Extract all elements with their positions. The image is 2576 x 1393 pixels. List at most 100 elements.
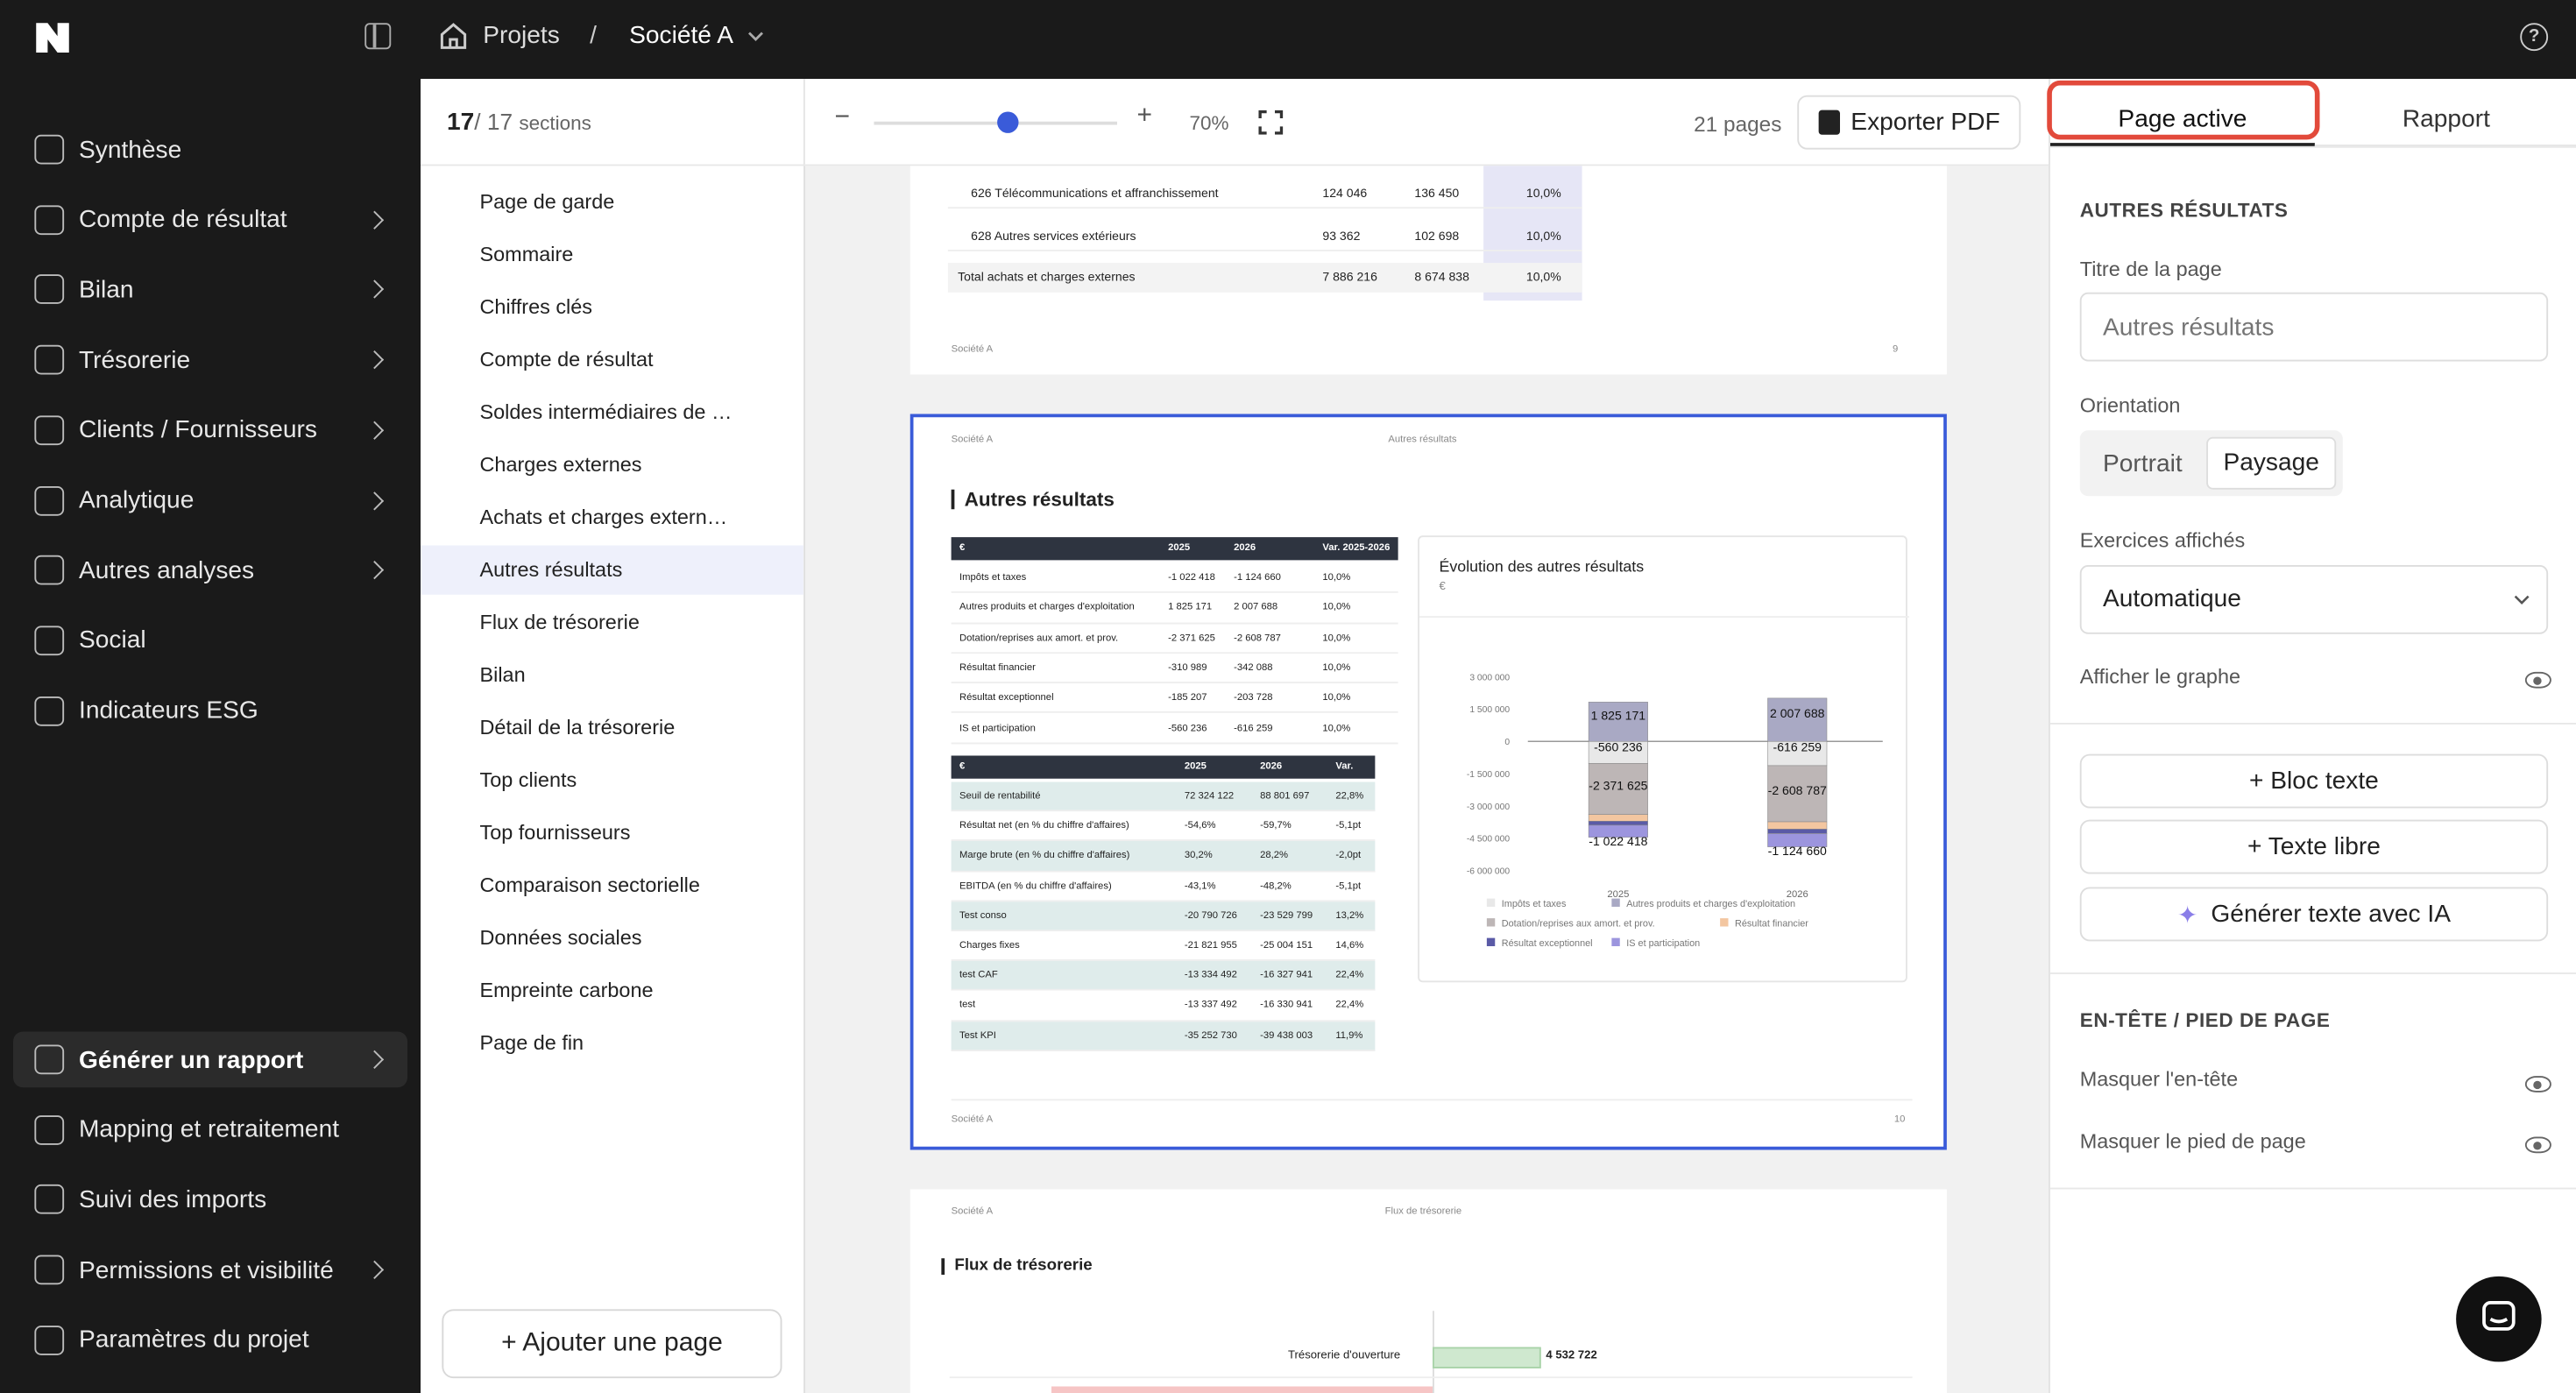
header-footer-heading: EN-TÊTE / PIED DE PAGE [2079,1008,2331,1032]
data-label: 1 825 171 [1591,709,1646,723]
section-item[interactable]: Détail de la trésorerie [479,716,676,739]
table-cell: -23 529 799 [1260,911,1313,922]
zoom-slider-handle[interactable] [996,111,1019,133]
tab-page-active[interactable]: Page active [2050,92,2315,146]
app-logo-icon[interactable] [33,20,73,56]
chevron-right-icon [364,210,385,230]
exercices-select[interactable]: Automatique [2079,565,2549,634]
sidebar-item-5[interactable]: Analytique [13,472,407,528]
page-11[interactable]: Société A Flux de trésorerie Flux de tré… [909,1189,1947,1393]
section-item[interactable]: Soldes intermédiaires de … [479,400,732,424]
section-item[interactable]: Chiffres clés [479,295,593,319]
section-item[interactable]: Charges externes [479,453,642,477]
page9-footer-left: Société A [951,344,994,355]
legend-swatch [1486,898,1496,907]
table-cell: -48,2% [1260,881,1292,892]
section-item[interactable]: Flux de trésorerie [479,611,640,634]
table-cell: 10,0% [1322,633,1351,644]
add-free-text-button[interactable]: + Texte libre [2079,819,2549,874]
sidebar-item-0[interactable]: Générer un rapport [13,1031,407,1088]
section-item[interactable]: Top fournisseurs [479,821,631,845]
sidebar-item-3[interactable]: Trésorerie [13,332,407,388]
section-heading: AUTRES RÉSULTATS [2079,198,2289,223]
sidebar-item-2[interactable]: Bilan [13,262,407,318]
table-cell: 10,0% [1322,723,1351,734]
section-item[interactable]: Compte de résultat [479,348,654,371]
page9-footer-right: 9 [1893,344,1899,355]
table-cell: -2 371 625 [1168,633,1215,644]
section-item[interactable]: Sommaire [479,243,574,266]
fullscreen-icon[interactable] [1258,110,1284,135]
section-item[interactable]: Page de garde [479,190,615,214]
breadcrumb-projets[interactable]: Projets [483,21,560,50]
table-cell: 30,2% [1184,851,1213,862]
sidebar-item-1[interactable]: Compte de résultat [13,192,407,248]
sidebar-item-3[interactable]: Permissions et visibilité [13,1242,407,1298]
breadcrumb-societe[interactable]: Société A [629,21,733,50]
zoom-in-button[interactable]: + [1136,102,1153,131]
add-text-block-button[interactable]: + Bloc texte [2079,753,2549,809]
zoom-out-button[interactable]: − [834,103,851,131]
sidebar-item-label: Social [79,626,146,654]
breadcrumb-separator: / [590,21,597,50]
sidebar-item-6[interactable]: Autres analyses [13,542,407,598]
table-cell: 10,0% [1322,663,1351,674]
export-pdf-button[interactable]: Exporter PDF [1797,95,2021,150]
section-item[interactable]: Données sociales [479,926,642,950]
table-row: 628 Autres services extérieurs 93 362 102 … [947,221,1582,251]
sidebar-toggle-icon[interactable] [364,23,392,50]
table-cell: 14,6% [1335,941,1364,951]
chat-launcher-button[interactable] [2456,1276,2542,1362]
table-cell: -560 236 [1168,723,1207,734]
section-item[interactable]: Page de fin [479,1031,584,1055]
orientation-portrait[interactable]: Portrait [2103,449,2183,478]
table-cell: 626 Télécommunications et affranchisseme… [971,185,1219,201]
y-tick-label: -1 500 000 [1467,770,1511,780]
table-cell: -5,1pt [1335,881,1362,892]
add-page-button[interactable]: + Ajouter une page [442,1309,782,1379]
stacked-bar-chart: 3 000 000 1 500 000 0 -1 500 000 -3 000 000 -… [1467,673,1883,949]
sidebar-item-4[interactable]: Clients / Fournisseurs [13,402,407,458]
table-cell: -13 337 492 [1184,1001,1237,1011]
sidebar-item-4[interactable]: Paramètres du projet [13,1312,407,1368]
hide-footer-label: Masquer le pied de page [2079,1130,2306,1154]
generate-ai-text-button[interactable]: ✦ Générer texte avec IA [2079,887,2549,942]
table-cell: -203 728 [1234,693,1273,704]
legend-swatch [1611,937,1620,946]
nav-icon [34,1325,65,1355]
sidebar-item-8[interactable]: Indicateurs ESG [13,682,407,739]
sidebar-item-1[interactable]: Mapping et retraitement [13,1102,407,1158]
sidebar-item-2[interactable]: Suivi des imports [13,1172,407,1228]
eye-icon[interactable] [2524,671,2551,689]
eye-icon[interactable] [2524,1136,2551,1154]
sidebar-item-label: Indicateurs ESG [79,696,258,725]
page-10-selected[interactable]: Société A Autres résultats Autres résult… [909,414,1947,1150]
table-cell: Charges fixes [959,941,1020,951]
table-row: IS et participation -560 236 -616 259 10,0% [951,713,1398,744]
bar-segment [1588,821,1648,826]
home-icon[interactable] [437,20,471,53]
page11-header-center: Flux de trésorerie [1384,1207,1462,1218]
chevron-down-icon[interactable] [746,26,766,46]
chevron-right-icon [364,421,385,440]
page-9[interactable]: 626 Télécommunications et affranchisseme… [909,166,1947,375]
section-item[interactable]: Top clients [479,768,577,792]
section-item[interactable]: Comparaison sectorielle [479,873,700,897]
sidebar-item-7[interactable]: Social [13,612,407,668]
page-title-input[interactable] [2079,292,2549,362]
table-cell: 11,9% [1335,1030,1363,1041]
section-item[interactable]: Bilan [479,663,526,687]
section-item[interactable]: Achats et charges extern… [479,506,728,529]
orientation-paysage[interactable]: Paysage [2206,436,2337,490]
help-icon[interactable]: ? [2520,23,2549,52]
eye-icon[interactable] [2524,1076,2551,1092]
zoom-slider[interactable] [874,121,1117,125]
legend-entry: Résultat financier [1735,919,1808,930]
table-row: Résultat exceptionnel -185 207 -203 728 10,… [951,683,1398,714]
section-item[interactable]: Autres résultats [421,545,803,595]
sidebar-item-0[interactable]: Synthèse [13,122,407,178]
sidebar-item-label: Bilan [79,275,134,304]
tab-rapport[interactable]: Rapport [2314,92,2576,146]
section-item[interactable]: Empreinte carbone [479,979,654,1002]
table-cell: -35 252 730 [1184,1030,1237,1041]
